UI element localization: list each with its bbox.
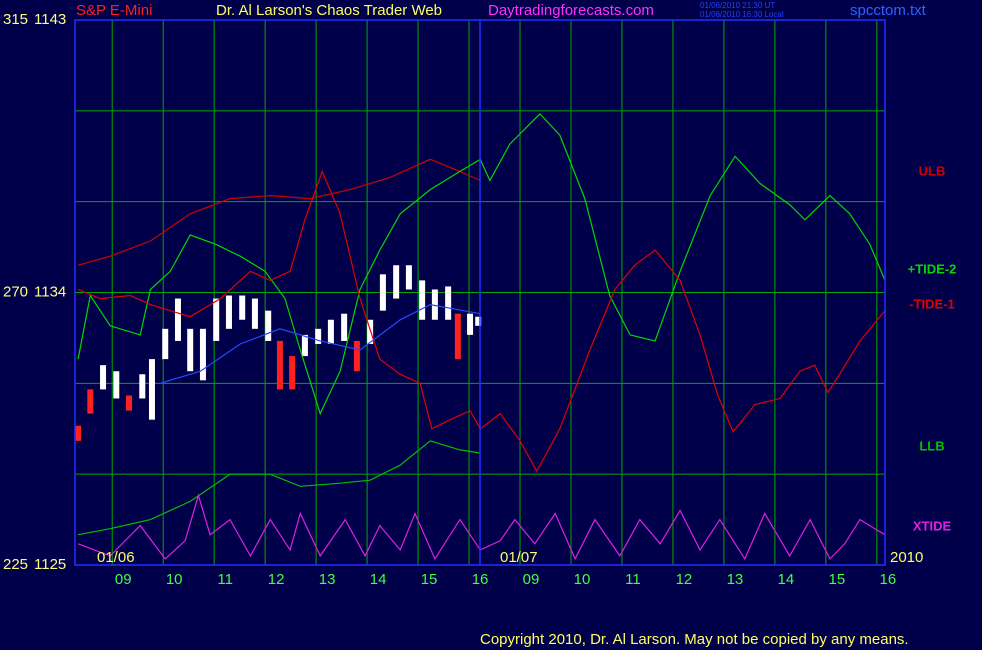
series-label: -TIDE-1 (909, 296, 955, 311)
y2-tick-label: 315 (3, 11, 28, 28)
price-bar (289, 356, 296, 390)
y-tick-label: 1143 (34, 11, 66, 28)
price-bar (187, 328, 194, 372)
x-tick-label: 09 (523, 571, 540, 588)
x-tick-label: 10 (166, 571, 183, 588)
price-bar (75, 425, 82, 441)
series-label: LLB (919, 438, 944, 453)
x-tick-label: 12 (676, 571, 693, 588)
price-bar (225, 295, 232, 329)
timestamp: 01/06/2010 21:30 UT (700, 1, 775, 10)
price-bar (327, 319, 334, 344)
price-bar (265, 310, 272, 341)
x-tick-label: 16 (472, 571, 489, 588)
copyright: Copyright 2010, Dr. Al Larson. May not b… (480, 631, 909, 648)
x-tick-label: 13 (727, 571, 744, 588)
price-bar (251, 298, 258, 329)
chart-title: Dr. Al Larson's Chaos Trader Web (216, 2, 442, 19)
price-bar (301, 334, 308, 357)
price-bar (419, 280, 426, 320)
x-tick-label: 11 (625, 571, 641, 588)
price-bar (405, 265, 412, 290)
price-bar (315, 328, 322, 344)
timestamp: 01/06/2010 16:30 Local (700, 10, 784, 19)
chart-subtitle: Daytradingforecasts.com (488, 2, 654, 19)
x-tick-label: 11 (217, 571, 233, 588)
series-line (159, 303, 481, 384)
series-line (77, 493, 886, 561)
y2-tick-label: 270 (3, 283, 28, 300)
x-tick-label: 16 (880, 571, 897, 588)
price-bar (454, 313, 461, 360)
price-bar (475, 316, 482, 326)
price-bar (126, 395, 133, 411)
date-label: 2010 (890, 549, 923, 566)
price-bar (353, 340, 360, 372)
price-bar (162, 328, 169, 360)
price-bar (393, 265, 400, 299)
price-bar (174, 298, 181, 341)
price-bar (148, 359, 155, 420)
series-line (77, 158, 481, 266)
price-bar (467, 313, 474, 335)
x-tick-label: 09 (115, 571, 132, 588)
x-tick-label: 12 (268, 571, 285, 588)
series-label: +TIDE-2 (908, 261, 957, 276)
price-bar (341, 313, 348, 341)
price-bar (213, 298, 220, 341)
x-tick-label: 10 (574, 571, 591, 588)
series-line (77, 440, 481, 536)
date-label: 01/07 (500, 549, 538, 566)
price-bar (379, 274, 386, 311)
series-label: ULB (919, 163, 946, 178)
y2-tick-label: 225 (3, 556, 28, 573)
instrument-name: S&P E-Mini (76, 2, 152, 19)
price-bar (199, 328, 206, 381)
price-bar (139, 374, 146, 399)
price-bar (367, 319, 374, 344)
price-bar (276, 340, 283, 390)
series-label: XTIDE (913, 518, 952, 533)
date-label: 01/06 (97, 549, 135, 566)
marks (75, 113, 886, 561)
price-bar (100, 365, 107, 390)
y-tick-label: 1125 (34, 556, 66, 573)
file-name: spcctom.txt (850, 2, 927, 19)
price-bar (113, 371, 120, 399)
x-tick-label: 15 (829, 571, 846, 588)
y-tick-label: 1134 (34, 283, 66, 300)
x-tick-label: 14 (778, 571, 795, 588)
price-bar (87, 389, 94, 414)
series-line (77, 113, 886, 416)
price-bar (239, 295, 246, 320)
x-tick-label: 13 (319, 571, 336, 588)
price-bar (431, 289, 438, 320)
x-tick-label: 15 (421, 571, 438, 588)
x-tick-label: 14 (370, 571, 387, 588)
price-bar (445, 286, 452, 320)
grid (75, 19, 885, 566)
